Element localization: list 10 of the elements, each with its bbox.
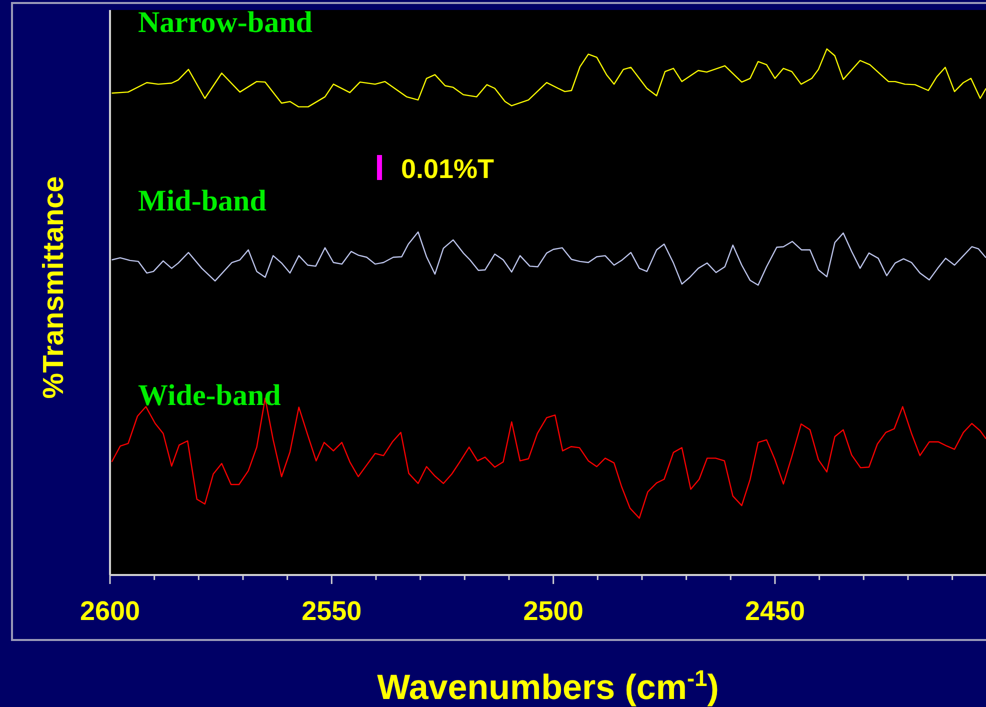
series-label: Mid-band — [138, 184, 267, 218]
x-tick-label: 2550 — [302, 596, 362, 626]
series-label: Wide-band — [138, 379, 282, 412]
y-axis-title: %Transmittance — [38, 176, 70, 399]
x-axis-title: Wavenumbers (cm$^{-1}$) — [377, 665, 719, 707]
x-tick-label: 2500 — [523, 596, 584, 626]
x-tick-label: 2450 — [744, 596, 806, 626]
annotation: 0.01%T — [401, 154, 495, 184]
series-label: Narrow-band — [138, 6, 313, 39]
x-tick-label: 2600 — [80, 596, 140, 626]
